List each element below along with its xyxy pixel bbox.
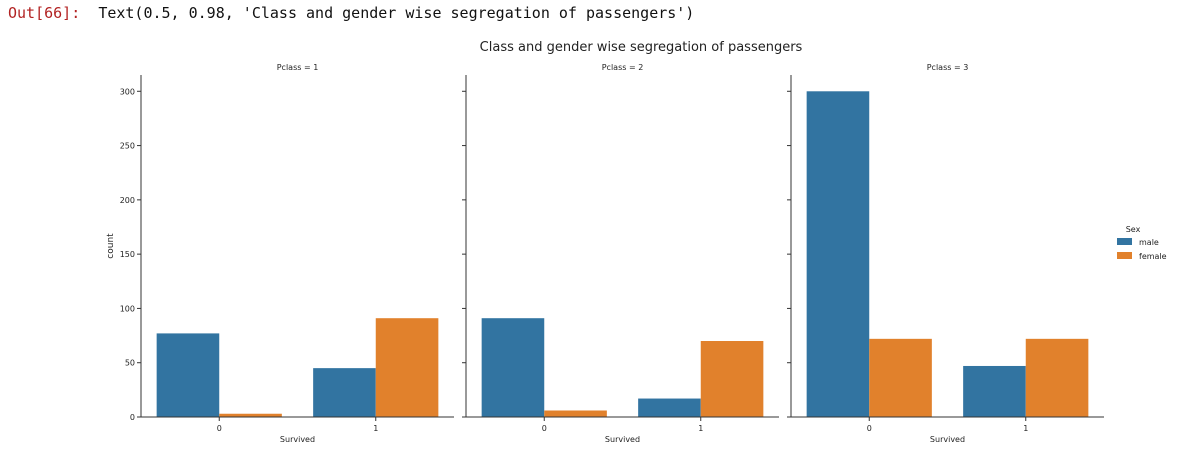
y-tick-label: 300: [120, 87, 135, 96]
x-tick-label: 1: [373, 424, 378, 433]
facet-title: Pclass = 1: [277, 63, 319, 72]
x-tick-label: 0: [217, 424, 222, 433]
legend-swatch-male: [1117, 238, 1132, 245]
x-axis-label: Survived: [280, 435, 315, 444]
x-tick-label: 1: [1023, 424, 1028, 433]
x-axis-label: Survived: [930, 435, 965, 444]
bar-male: [313, 368, 376, 417]
y-axis-label: count: [106, 233, 116, 259]
y-tick-label: 50: [125, 359, 135, 368]
chart-title: Class and gender wise segregation of pas…: [480, 40, 803, 55]
legend-title: Sex: [1126, 225, 1141, 234]
bar-male: [156, 333, 220, 417]
legend-label-male: male: [1139, 238, 1159, 247]
y-tick-label: 250: [120, 142, 135, 151]
y-tick-label: 200: [120, 196, 135, 205]
bar-female: [1025, 338, 1089, 417]
y-tick-label: 0: [130, 413, 135, 422]
output-prompt: Out[66]:: [8, 4, 81, 22]
bar-male: [481, 318, 545, 417]
output-text: Text(0.5, 0.98, 'Class and gender wise s…: [98, 4, 695, 22]
bar-female: [219, 413, 282, 417]
bar-male: [638, 398, 701, 417]
bar-female: [375, 318, 439, 417]
x-tick-label: 1: [698, 424, 703, 433]
x-tick-label: 0: [867, 424, 872, 433]
facet-title: Pclass = 3: [927, 63, 969, 72]
legend-label-female: female: [1139, 252, 1167, 261]
legend-swatch-female: [1117, 252, 1132, 259]
output-line: Out[66]: Text(0.5, 0.98, 'Class and gend…: [8, 2, 694, 24]
bar-male: [963, 365, 1026, 417]
bar-male: [806, 91, 870, 417]
x-tick-label: 0: [542, 424, 547, 433]
x-axis-label: Survived: [605, 435, 640, 444]
facet-bar-chart: Class and gender wise segregation of pas…: [106, 40, 1167, 444]
facet-title: Pclass = 2: [602, 63, 644, 72]
bar-female: [869, 338, 932, 417]
y-tick-label: 150: [120, 250, 135, 259]
bar-female: [700, 341, 764, 417]
y-tick-label: 100: [120, 304, 135, 313]
bar-female: [544, 410, 607, 417]
